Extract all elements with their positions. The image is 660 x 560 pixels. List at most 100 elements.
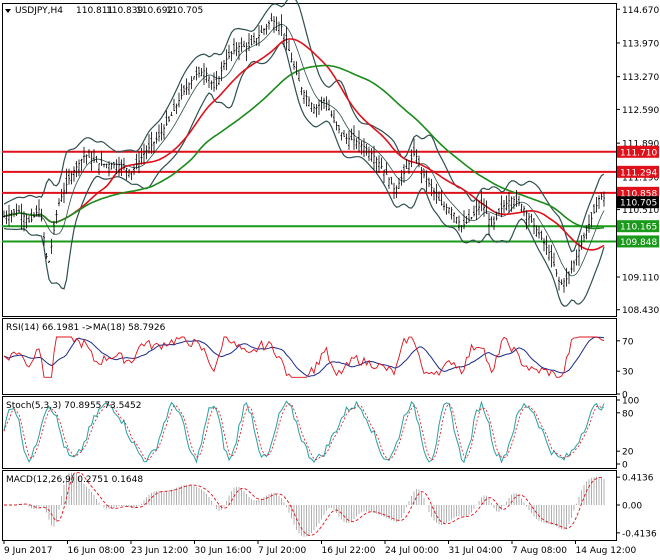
- price-bar: [323, 97, 325, 110]
- time-tick-label: 7 Aug 08:00: [512, 546, 567, 556]
- time-tick-label: 9 Jun 2017: [4, 546, 52, 556]
- price-bar: [73, 166, 75, 182]
- level-label-box: [617, 165, 659, 178]
- rsi-tick-label: 0: [622, 391, 628, 401]
- price-bar: [215, 70, 218, 90]
- price-bar: [60, 188, 63, 202]
- rsi-tick-label: 70: [622, 337, 634, 347]
- price-bar: [300, 86, 303, 96]
- price-bar: [398, 177, 400, 189]
- time-tick-label: 30 Jun 16:00: [195, 546, 252, 556]
- price-bar: [270, 13, 273, 22]
- price-bar: [443, 201, 445, 211]
- price-bar: [340, 132, 343, 141]
- stoch-main-line: [3, 400, 605, 464]
- price-bar: [13, 208, 15, 218]
- price-bar: [350, 128, 353, 141]
- price-bar: [513, 196, 515, 210]
- price-bar: [403, 164, 405, 183]
- level-label-box: [617, 220, 659, 233]
- price-bar: [298, 71, 300, 82]
- price-bar: [273, 16, 275, 33]
- price-bar: [75, 160, 78, 178]
- price-bar: [160, 122, 163, 141]
- ohlc-value: 110.705: [166, 6, 203, 16]
- moving-average-red-line: [3, 38, 605, 251]
- rsi-tick-label: 30: [622, 368, 634, 378]
- price-bar: [205, 67, 208, 83]
- ohlc-value: 110.839: [106, 6, 143, 16]
- price-bar: [380, 157, 383, 169]
- price-bar: [430, 178, 433, 197]
- price-bar: [108, 161, 110, 177]
- bollinger-upper-line: [3, 0, 605, 253]
- price-bar: [248, 33, 250, 52]
- price-bar: [320, 96, 323, 111]
- time-tick-label: 7 Jul 20:00: [258, 546, 307, 556]
- level-label: 111.294: [620, 168, 657, 178]
- price-bar: [185, 78, 188, 95]
- price-bar: [5, 210, 8, 225]
- price-bar: [555, 269, 558, 277]
- price-bar: [308, 96, 310, 107]
- price-bar: [83, 146, 85, 163]
- price-bar: [68, 168, 70, 185]
- price-tick-label: 111.890: [622, 140, 659, 150]
- price-bar: [70, 170, 73, 185]
- level-label-box: [617, 235, 659, 248]
- price-bar: [358, 130, 360, 153]
- price-bar: [375, 156, 378, 173]
- price-bar: [233, 38, 235, 55]
- price-bar: [483, 198, 485, 217]
- price-bar: [490, 216, 493, 227]
- price-bar: [345, 133, 348, 145]
- price-bar: [523, 205, 525, 217]
- price-bar: [238, 42, 240, 61]
- macd-tick-label: 0.00: [622, 502, 642, 512]
- stoch-tick-label: 20: [622, 448, 634, 458]
- price-bar: [453, 212, 455, 223]
- price-bar: [138, 151, 140, 174]
- price-bar: [400, 169, 403, 186]
- price-bar: [158, 124, 160, 142]
- price-panel-content: [2, 0, 616, 307]
- price-bar: [135, 153, 138, 170]
- price-bar: [28, 215, 30, 223]
- price-bar: [598, 195, 600, 209]
- price-bar: [395, 185, 398, 199]
- price-bar: [410, 149, 413, 168]
- price-bar: [370, 148, 373, 162]
- price-bar: [35, 205, 38, 217]
- current-price-label: 110.705: [620, 199, 657, 209]
- price-bar: [363, 138, 365, 158]
- time-tick-label: 16 Jun 08:00: [68, 546, 125, 556]
- price-bar: [53, 220, 55, 235]
- price-bar: [360, 140, 363, 155]
- level-label: 109.848: [620, 238, 657, 248]
- time-tick-label: 23 Jun 12:00: [131, 546, 188, 556]
- price-bar: [503, 200, 505, 214]
- price-bar: [478, 200, 480, 216]
- price-bar: [543, 238, 545, 252]
- price-bar: [3, 210, 5, 218]
- price-bar: [133, 164, 135, 176]
- price-bar: [280, 14, 283, 36]
- price-bar: [525, 210, 528, 230]
- price-bar: [250, 34, 253, 46]
- price-bar: [88, 149, 90, 158]
- price-bar: [125, 167, 128, 180]
- price-bar: [333, 109, 335, 124]
- price-bar: [568, 271, 570, 285]
- price-bar: [255, 37, 258, 46]
- price-bar: [460, 225, 463, 233]
- price-bar: [20, 203, 23, 230]
- dropdown-triangle-icon[interactable]: [5, 9, 11, 13]
- price-bar: [155, 131, 158, 144]
- price-bar: [165, 110, 168, 126]
- price-bar: [8, 204, 10, 227]
- stoch-header: Stoch(5,3,3) 70.8955 73.5452: [6, 401, 141, 411]
- price-bar: [113, 161, 115, 169]
- price-bar: [10, 209, 13, 223]
